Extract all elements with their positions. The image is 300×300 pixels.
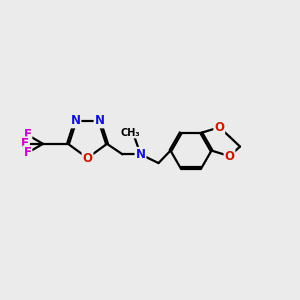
Text: O: O	[82, 152, 92, 164]
Text: O: O	[224, 150, 235, 163]
Text: O: O	[214, 121, 224, 134]
Text: F: F	[23, 128, 32, 141]
Text: CH₃: CH₃	[121, 128, 140, 138]
Text: F: F	[23, 146, 32, 159]
Text: N: N	[136, 148, 146, 161]
Text: F: F	[21, 137, 29, 150]
Text: N: N	[94, 114, 104, 128]
Text: N: N	[70, 114, 80, 128]
